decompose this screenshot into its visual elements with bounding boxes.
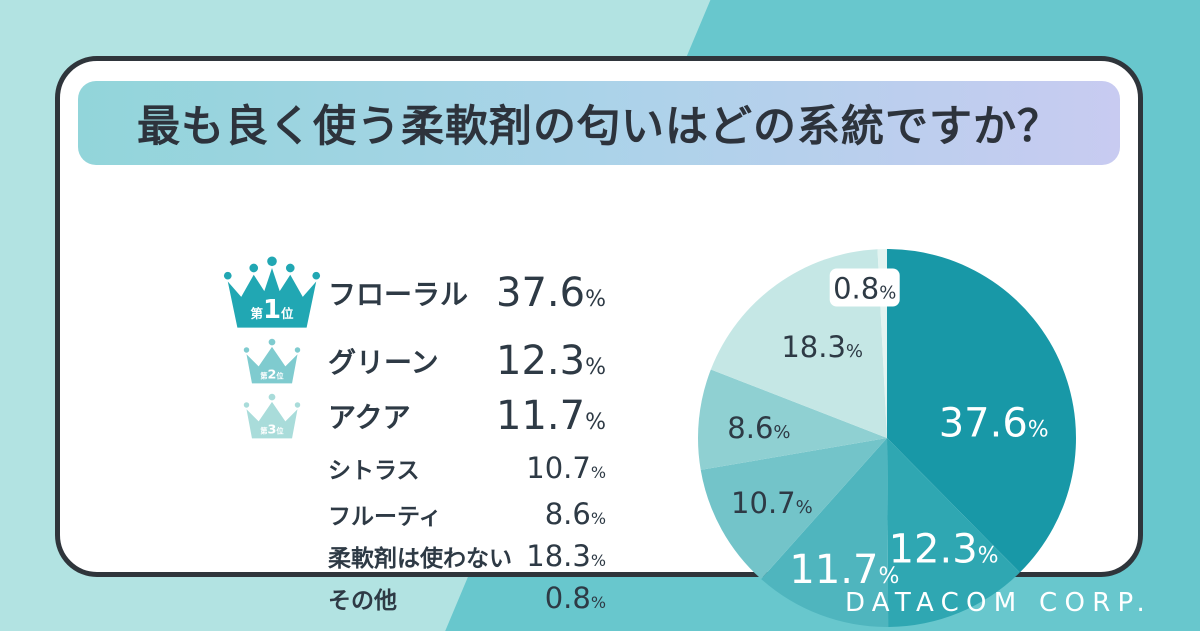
rank-item-label: その他	[328, 588, 397, 614]
page-title: 最も良く使う柔軟剤の匂いはどの系統ですか？	[137, 102, 1061, 152]
ranking-row: 柔軟剤は使わない 18.3%	[220, 535, 606, 577]
ranking-row: シトラス 10.7%	[220, 443, 606, 493]
percent-symbol: %	[590, 593, 606, 612]
rank-item-value-number: 10.7	[526, 451, 591, 485]
brand-logo-text: DATACOM CORP.	[844, 588, 1152, 618]
pie-slice-3	[700, 438, 887, 579]
ranking-row: その他 0.8%	[220, 577, 606, 619]
percent-symbol: %	[585, 410, 606, 435]
crown-rank-text: 第1位	[250, 295, 294, 325]
pie-slice-label: 18.3%	[781, 330, 863, 364]
pie-slice-4	[697, 369, 887, 470]
pie-chart-svg: 37.6% 12.3%11.7% 10.7% 8.6% 18.3% 0.8%	[697, 249, 1076, 628]
percent-symbol: %	[590, 551, 606, 570]
rank-item-label: グリーン	[328, 346, 439, 379]
pie-label-callout-box	[829, 268, 900, 307]
rank-crown-icon: 第1位	[220, 252, 324, 334]
pie-slice-1	[887, 438, 1020, 627]
title-banner: 最も良く使う柔軟剤の匂いはどの系統ですか？	[78, 81, 1120, 165]
rank-item-value: 10.7%	[526, 451, 606, 485]
content-card: 最も良く使う柔軟剤の匂いはどの系統ですか？ 第1位 フローラル 37.6% 第2位 グリ…	[55, 56, 1143, 628]
rank-item-value: 0.8%	[545, 581, 606, 615]
ranking-row: 第3位 アクア 11.7%	[220, 389, 606, 443]
crown-icon: 第1位	[223, 256, 321, 328]
rank-item-value: 8.6%	[545, 497, 606, 531]
ranking-row: 第1位 フローラル 37.6%	[220, 253, 606, 333]
pie-slice-2	[761, 438, 889, 628]
percent-symbol: %	[585, 355, 606, 380]
rank-item-value-number: 18.3	[526, 539, 591, 573]
ranking-row: フルーティ 8.6%	[220, 493, 606, 535]
crown-rank-text: 第3位	[260, 422, 284, 437]
crown-icon: 第3位	[243, 393, 301, 438]
percent-symbol: %	[590, 509, 606, 528]
crown-icon: 第2位	[243, 338, 301, 383]
pie-slice-label: 8.6%	[727, 411, 790, 445]
rank-item-value-number: 0.8	[544, 581, 591, 615]
rank-item-label: シトラス	[328, 458, 420, 484]
rank-item-label: アクア	[328, 401, 411, 434]
crown-rank-text: 第2位	[260, 367, 284, 382]
rank-item-value: 37.6%	[496, 270, 606, 316]
rank-item-value: 12.3%	[496, 338, 606, 384]
rank-item-label: フルーティ	[328, 504, 442, 530]
rank-crown-icon: 第3位	[220, 391, 324, 442]
rank-item-label: 柔軟剤は使わない	[328, 546, 512, 572]
pie-slice-label: 11.7%	[789, 547, 899, 593]
ranking-row: 第2位 グリーン 12.3%	[220, 333, 606, 389]
pie-slice-label: 37.6%	[939, 401, 1049, 447]
pie-slice-label: 0.8%	[833, 271, 896, 305]
pie-slice-label: 12.3%	[889, 527, 999, 573]
rank-item-value-number: 11.7	[496, 393, 586, 439]
rank-item-value-number: 12.3	[496, 338, 586, 384]
ranking-list: 第1位 フローラル 37.6% 第2位 グリーン 12.3% 第3位 アクア 11.7% シトラス…	[220, 253, 606, 619]
pie-chart: 37.6% 12.3% 11.7% 10.7% 8.6% 18.3% 0.8%	[677, 228, 1097, 631]
rank-crown-icon: 第2位	[220, 336, 324, 387]
rank-item-value-number: 37.6	[496, 270, 586, 316]
rank-item-value-number: 8.6	[544, 497, 591, 531]
pie-slice-0	[887, 249, 1076, 573]
percent-symbol: %	[590, 463, 606, 482]
rank-item-label: フローラル	[328, 278, 469, 311]
percent-symbol: %	[585, 287, 606, 312]
pie-slice-label: 10.7%	[731, 486, 813, 520]
rank-item-value: 18.3%	[526, 539, 606, 573]
rank-item-value: 11.7%	[496, 393, 606, 439]
